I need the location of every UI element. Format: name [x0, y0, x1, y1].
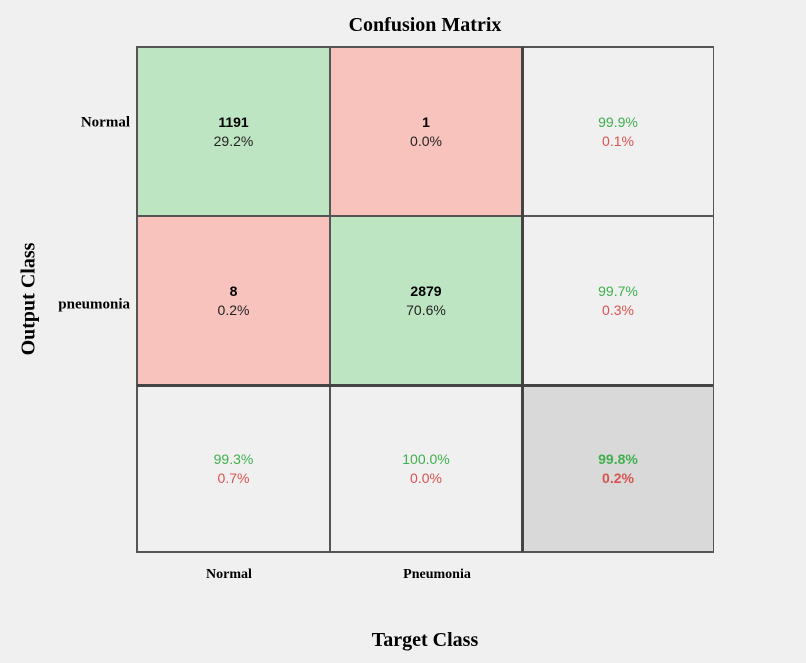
row-label-pneumonia: pneumonia — [58, 296, 130, 313]
col-label-normal: Normal — [206, 567, 252, 582]
cell-percent: 0.2% — [217, 301, 250, 318]
row-summary-pneumonia: 99.7% 0.3% — [522, 216, 714, 385]
error-value: 0.1% — [602, 132, 634, 149]
cell-percent: 29.2% — [213, 132, 254, 149]
cell-count: 2879 — [410, 282, 442, 299]
cell-count: 1 — [422, 113, 430, 130]
error-value: 0.0% — [410, 469, 442, 486]
row-label-normal: Normal — [80, 114, 130, 131]
cell-pneumonia-normal: 8 0.2% — [137, 216, 330, 385]
precision-value: 99.7% — [598, 282, 638, 299]
chart-title: Confusion Matrix — [348, 14, 502, 36]
col-summary-normal: 99.3% 0.7% — [137, 385, 330, 552]
recall-value: 100.0% — [402, 450, 450, 467]
precision-value: 99.9% — [598, 113, 638, 130]
cell-normal-normal: 1191 29.2% — [137, 47, 330, 216]
x-axis-label: Target Class — [371, 629, 479, 651]
cell-pneumonia-pneumonia: 2879 70.6% — [330, 216, 522, 385]
cell-count: 8 — [229, 282, 238, 299]
row-summary-normal: 99.9% 0.1% — [522, 47, 714, 216]
accuracy-value: 99.8% — [598, 450, 638, 467]
y-axis-label: Output Class — [17, 242, 40, 356]
summary-column-divider — [521, 47, 524, 552]
overall-accuracy-cell: 99.8% 0.2% — [522, 385, 714, 552]
col-label-pneumonia: Pneumonia — [403, 567, 471, 582]
col-summary-pneumonia: 100.0% 0.0% — [330, 385, 522, 552]
summary-row-divider — [137, 384, 713, 387]
confusion-matrix-grid: 1191 29.2% 1 0.0% 99.9% 0.1% 8 0.2% 2879… — [136, 46, 714, 553]
recall-value: 99.3% — [213, 450, 254, 467]
cell-percent: 0.0% — [410, 132, 442, 149]
cell-count: 1191 — [218, 113, 249, 130]
error-value: 0.7% — [217, 469, 250, 486]
cell-normal-pneumonia: 1 0.0% — [330, 47, 522, 216]
error-value: 0.3% — [602, 301, 634, 318]
error-value: 0.2% — [602, 469, 634, 486]
cell-percent: 70.6% — [406, 301, 446, 318]
